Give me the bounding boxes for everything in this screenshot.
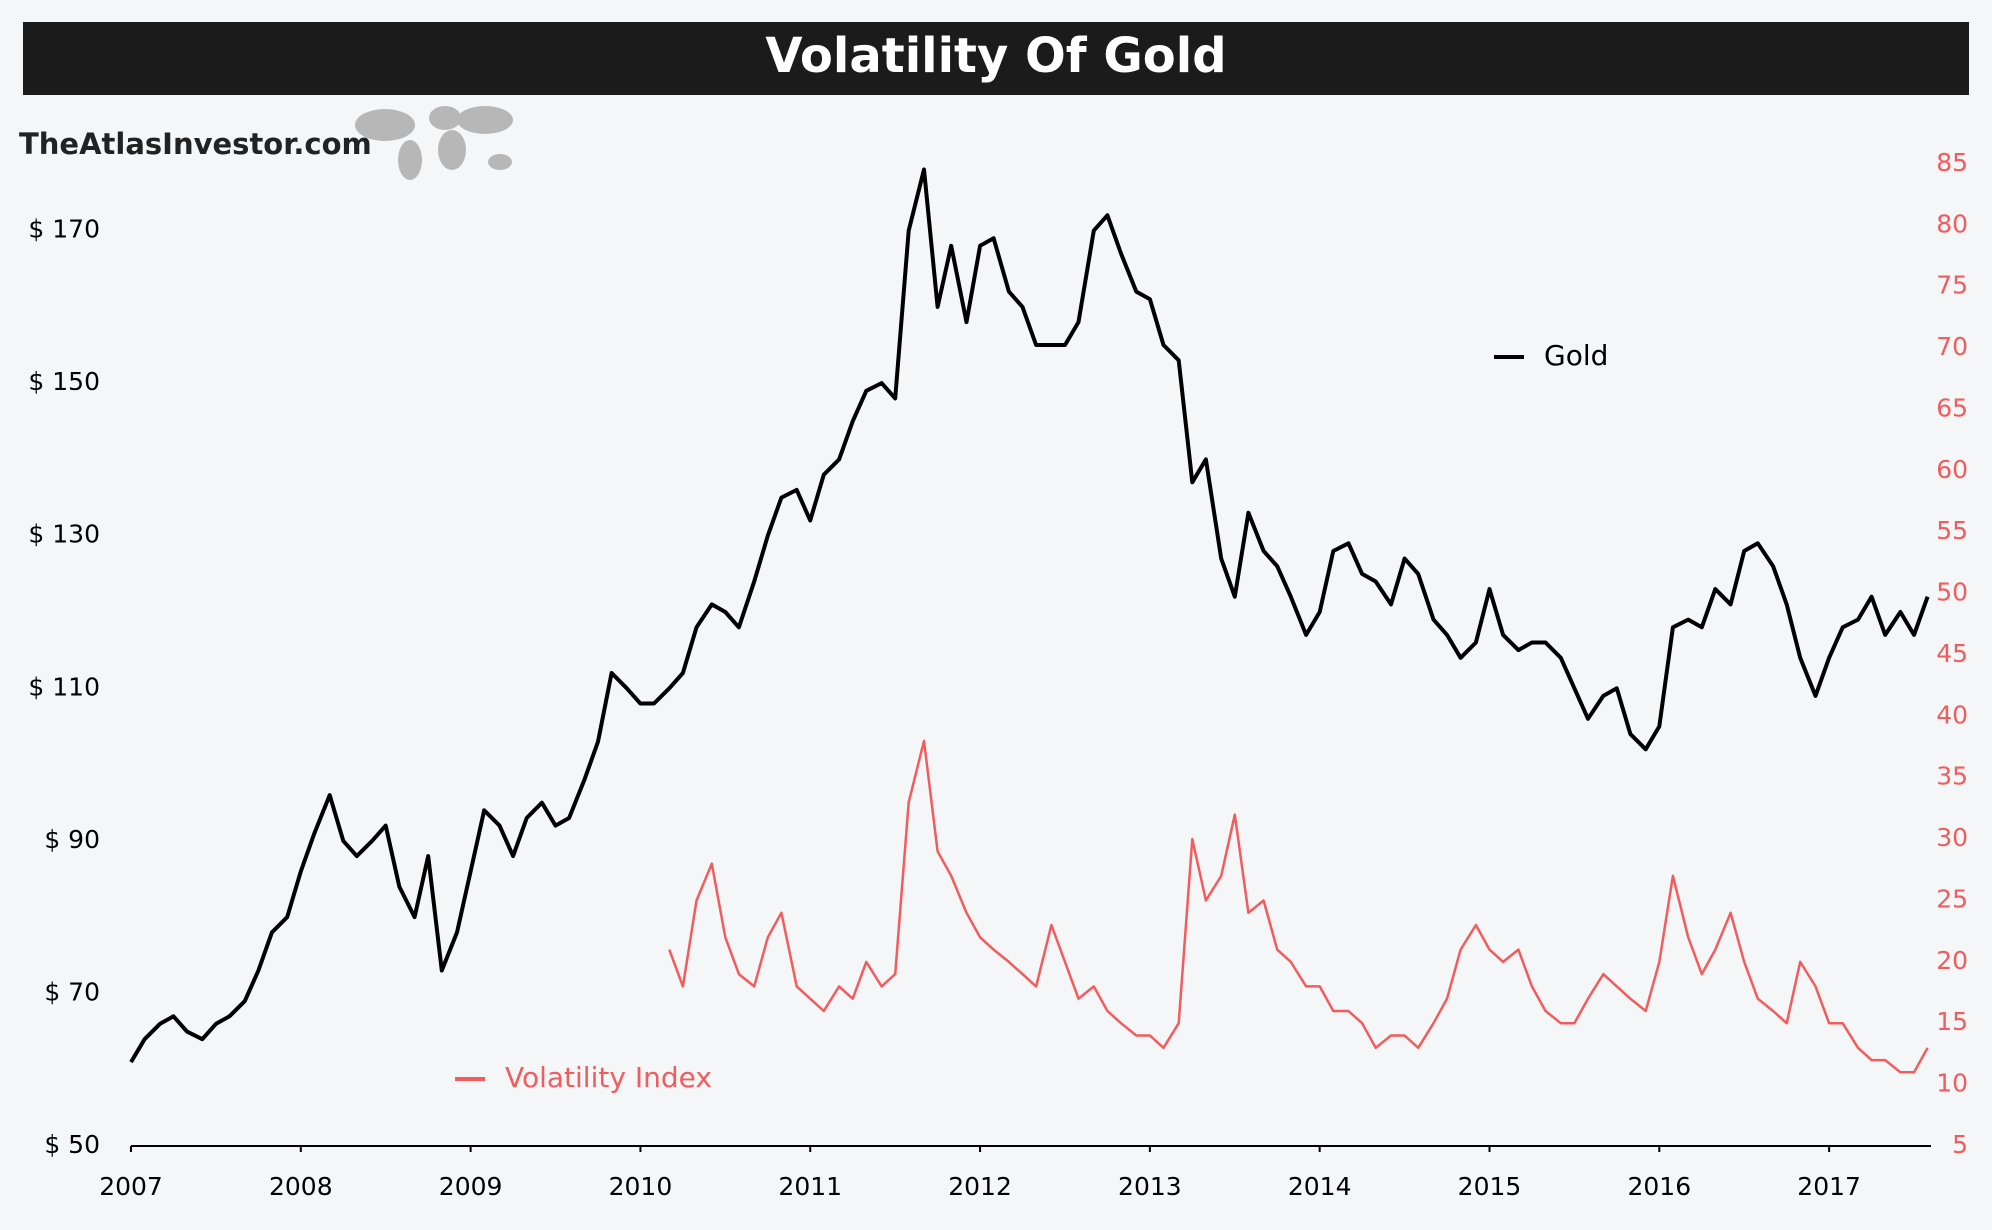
title-bar [23, 22, 1969, 95]
y2-tick-label: 25 [1936, 884, 1968, 913]
y-tick-label: $ 130 [28, 520, 100, 549]
y-tick-label: $ 50 [44, 1130, 100, 1159]
chart-title: Volatility Of Gold [765, 28, 1226, 84]
x-tick-label: 2008 [269, 1172, 333, 1201]
y2-tick-label: 15 [1936, 1007, 1968, 1036]
x-tick-label: 2011 [778, 1172, 842, 1201]
series-line [129, 167, 1930, 1064]
world-map-icon [355, 106, 513, 180]
x-tick-label: 2010 [609, 1172, 673, 1201]
y-tick-label: $ 90 [44, 825, 100, 854]
y2-tick-label: 60 [1936, 455, 1968, 484]
y2-tick-label: 75 [1936, 271, 1968, 300]
x-tick-label: 2015 [1458, 1172, 1522, 1201]
y2-tick-label: 80 [1936, 209, 1968, 238]
y-tick-label: $ 110 [28, 672, 100, 701]
y2-tick-label: 85 [1936, 148, 1968, 177]
watermark: TheAtlasInvestor.com [19, 127, 372, 161]
y2-tick-label: 35 [1936, 762, 1968, 791]
y2-tick-label: 65 [1936, 393, 1968, 422]
y2-tick-label: 20 [1936, 946, 1968, 975]
x-tick-label: 2013 [1118, 1172, 1182, 1201]
x-tick-label: 2017 [1797, 1172, 1861, 1201]
x-tick-label: 2009 [439, 1172, 503, 1201]
series-line [668, 739, 1929, 1074]
legend-label: Gold [1544, 339, 1608, 372]
y2-tick-label: 55 [1936, 516, 1968, 545]
y2-tick-label: 45 [1936, 639, 1968, 668]
legend-label: Volatility Index [505, 1061, 712, 1094]
y-tick-label: $ 170 [28, 215, 100, 244]
x-tick-label: 2012 [948, 1172, 1012, 1201]
y2-tick-label: 10 [1936, 1069, 1968, 1098]
y2-tick-label: 70 [1936, 332, 1968, 361]
y2-tick-label: 30 [1936, 823, 1968, 852]
y2-tick-label: 50 [1936, 578, 1968, 607]
y2-tick-label: 5 [1952, 1130, 1968, 1159]
y-tick-label: $ 150 [28, 367, 100, 396]
x-tick-label: 2016 [1627, 1172, 1691, 1201]
x-tick-label: 2007 [99, 1172, 163, 1201]
y2-tick-label: 40 [1936, 700, 1968, 729]
y-tick-label: $ 70 [44, 977, 100, 1006]
x-tick-label: 2014 [1288, 1172, 1352, 1201]
